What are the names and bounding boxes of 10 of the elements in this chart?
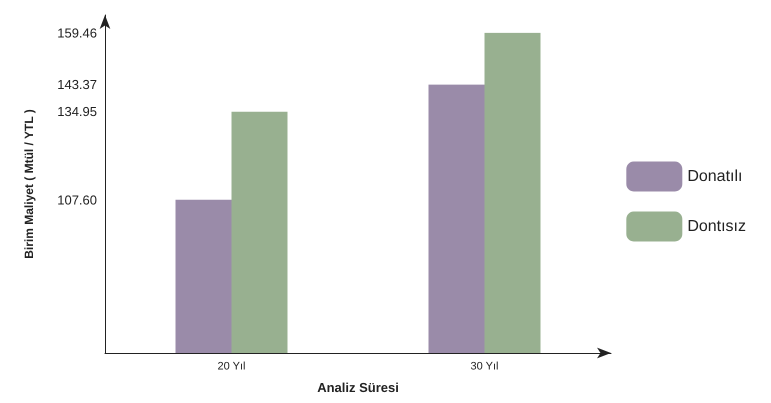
y-tick-label: 143.37 [57, 77, 97, 92]
x-tick-label: 30 Yıl [470, 360, 498, 372]
legend-label: Dontısız [687, 218, 746, 235]
y-tick-label: 159.46 [57, 25, 97, 40]
x-tick-label: 20 Yıl [218, 360, 246, 372]
legend-label: Donatılı [687, 168, 742, 185]
y-tick-label: 107.60 [57, 192, 97, 208]
x-axis-title: Analiz Süresi [317, 380, 399, 395]
y-axis-title: Birim Maliyet ( Mtül / YTL ) [22, 109, 36, 259]
y-tick-label: 134.95 [57, 104, 97, 120]
